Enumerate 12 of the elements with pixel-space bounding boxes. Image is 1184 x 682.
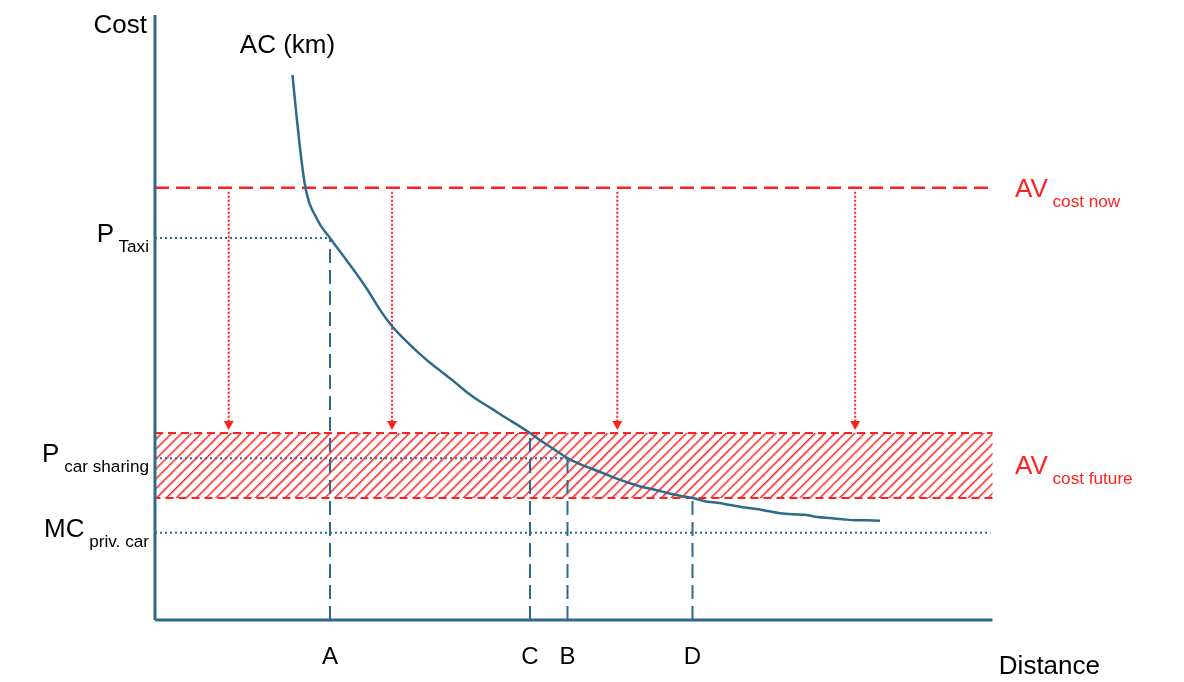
- ref-line-label: AV$_{cost now}$: [1015, 172, 1121, 211]
- x-tick-label: B: [559, 642, 576, 669]
- ref-line-label: P$_{Taxi}$: [96, 217, 149, 256]
- band-label: AV$_{cost future}$: [1015, 450, 1133, 489]
- ref-line-label: P$_{car sharing}$: [42, 438, 149, 477]
- x-axis-title: Distance: [998, 650, 1100, 680]
- y-axis-title: Cost: [93, 9, 148, 39]
- x-tick-label: D: [683, 642, 702, 669]
- ref-line-label: MC$_{priv. car}$: [44, 512, 150, 551]
- x-tick-label: C: [521, 642, 539, 669]
- x-tick-label: A: [321, 642, 339, 669]
- series-label: AC (km): [239, 29, 336, 59]
